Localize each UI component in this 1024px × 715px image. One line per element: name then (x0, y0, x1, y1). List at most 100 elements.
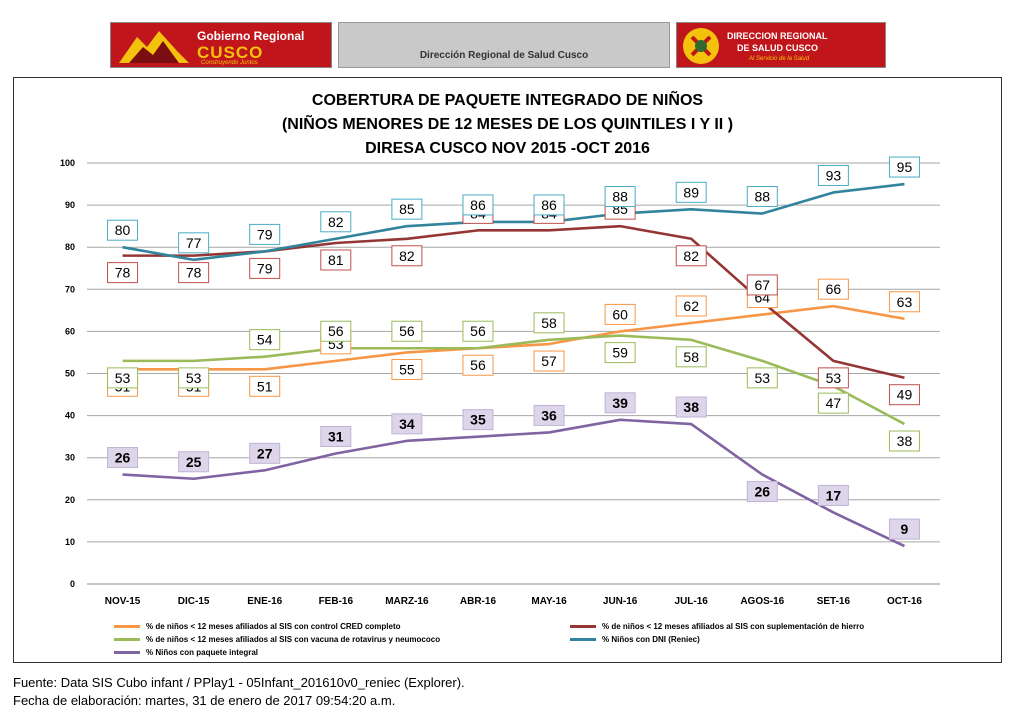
logo-left-line2: CUSCO (197, 43, 264, 62)
data-label: 57 (541, 353, 557, 369)
data-label: 60 (612, 306, 628, 322)
data-label: 34 (399, 416, 415, 432)
data-label-box (178, 451, 210, 473)
legend-item: % de niños < 12 meses afiliados al SIS c… (114, 635, 440, 644)
data-label: 86 (470, 197, 486, 213)
data-label-box (888, 291, 920, 313)
legend-item: % de niños < 12 meses afiliados al SIS c… (114, 622, 401, 631)
data-label-box (675, 245, 707, 267)
data-label: 53 (755, 370, 771, 386)
data-label: 31 (328, 428, 344, 444)
y-tick-label: 0 (70, 579, 75, 589)
mountain-emblem-icon (119, 31, 189, 63)
x-tick-label: FEB-16 (319, 596, 354, 607)
logo-left-line1: Gobierno Regional (197, 29, 305, 43)
banner-center: Dirección Regional de Salud Cusco (338, 22, 670, 68)
data-label: 82 (683, 248, 699, 264)
data-label: 88 (755, 189, 771, 205)
data-label: 36 (541, 407, 557, 423)
data-label-box (107, 447, 139, 469)
data-label-box (675, 396, 707, 418)
data-label: 53 (186, 370, 202, 386)
data-label: 86 (541, 197, 557, 213)
x-tick-label: AGOS-16 (740, 596, 784, 607)
data-label: 82 (328, 214, 344, 230)
series-line-1 (122, 224, 905, 379)
legend-swatch (114, 651, 140, 655)
data-label-box (746, 186, 778, 208)
x-tick-label: NOV-15 (105, 596, 141, 607)
data-label-box (817, 367, 849, 389)
data-label-box (675, 181, 707, 203)
data-label-box (533, 312, 565, 334)
y-tick-label: 40 (65, 411, 75, 421)
x-tick-label: MAY-16 (531, 596, 567, 607)
data-label-box (249, 442, 281, 464)
data-label-box (746, 274, 778, 296)
data-label-box (391, 413, 423, 435)
data-label: 9 (901, 521, 909, 537)
footer-date: Fecha de elaboración: martes, 31 de ener… (13, 693, 396, 708)
data-label: 58 (683, 349, 699, 365)
data-label-box (462, 194, 494, 216)
data-label: 47 (826, 395, 842, 411)
data-label: 56 (399, 323, 415, 339)
data-label: 79 (257, 260, 273, 276)
data-label-box (320, 249, 352, 271)
data-label: 95 (897, 159, 913, 175)
data-label: 35 (470, 412, 486, 428)
x-tick-label: SET-16 (817, 596, 851, 607)
data-label-box (675, 346, 707, 368)
data-label: 77 (186, 235, 202, 251)
y-tick-label: 70 (65, 284, 75, 294)
data-label: 79 (257, 226, 273, 242)
logo-left-line3: Construyendo Juntos (201, 60, 258, 66)
legend-swatch (114, 625, 140, 629)
data-label-box (178, 262, 210, 284)
x-tick-label: DIC-15 (178, 596, 210, 607)
data-label: 78 (186, 265, 202, 281)
series-line-2 (122, 334, 906, 426)
y-tick-label: 50 (65, 369, 75, 379)
chart-title-line3: DIRESA CUSCO NOV 2015 -OCT 2016 (365, 140, 650, 157)
data-label: 55 (399, 361, 415, 377)
data-label-box (888, 430, 920, 452)
data-label: 89 (683, 184, 699, 200)
x-tick-label: ABR-16 (460, 596, 497, 607)
diresa-logo: DIRECCION REGIONAL DE SALUD CUSCO Al Ser… (676, 22, 886, 68)
data-label: 78 (115, 265, 131, 281)
data-label-box (391, 358, 423, 380)
data-label: 80 (115, 222, 131, 238)
data-label: 26 (755, 484, 771, 500)
data-label-box (391, 245, 423, 267)
data-label: 88 (612, 189, 628, 205)
data-label-box (249, 329, 281, 351)
data-label: 56 (470, 323, 486, 339)
logo-right-line2: DE SALUD CUSCO (737, 43, 819, 53)
data-label-box (533, 404, 565, 426)
logo-right-line1: DIRECCION REGIONAL (727, 31, 828, 41)
legend-swatch (570, 638, 596, 642)
data-label-box (462, 409, 494, 431)
data-label: 54 (257, 332, 273, 348)
footer-source: Fuente: Data SIS Cubo infant / PPlay1 - … (13, 675, 465, 690)
data-label-box (178, 367, 210, 389)
data-label: 38 (683, 399, 699, 415)
data-label: 66 (826, 281, 842, 297)
x-tick-label: JUL-16 (675, 596, 709, 607)
header-banner: Gobierno Regional CUSCO Construyendo Jun… (110, 22, 890, 70)
data-label: 59 (612, 345, 628, 361)
data-label-box (817, 392, 849, 414)
data-label: 49 (897, 387, 913, 403)
data-label-box (391, 198, 423, 220)
data-label: 38 (897, 433, 913, 449)
y-tick-label: 90 (65, 200, 75, 210)
data-label-box (746, 481, 778, 503)
legend-label: % Niños con paquete integral (146, 648, 259, 657)
data-label: 93 (826, 167, 842, 183)
data-label-box (320, 425, 352, 447)
line-chart: 0 10 20 30 40 50 60 70 80 90 100 NOV-15 DIC-15 ENE-16… (60, 156, 940, 607)
x-tick-label: OCT-16 (887, 596, 922, 607)
legend-swatch (114, 638, 140, 642)
y-tick-label: 80 (65, 242, 75, 252)
